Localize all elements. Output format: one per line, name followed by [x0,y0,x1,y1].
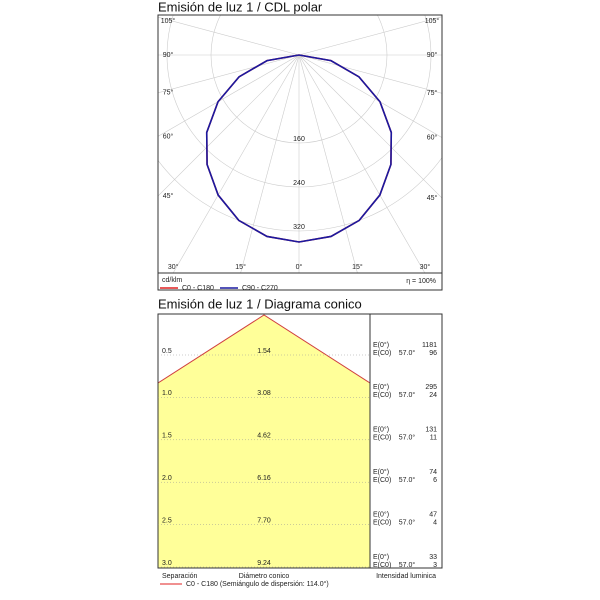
grid-ray [298,54,442,94]
intensity-label: Intensidad luminica [376,573,436,580]
diameter-label: Diámetro conico [239,573,290,580]
r-tick-label: 320 [293,224,305,231]
angle-tick-label: 45° [427,194,438,202]
angle-tick-label: 30° [420,263,431,271]
grid-ray [158,54,300,137]
angle-tick-label: 75° [163,89,174,97]
e-label: E(0°) [373,510,389,518]
grid-ray [172,54,300,273]
efficiency: η = 100% [406,278,436,285]
e-label: E(C0) [373,562,391,569]
beam-angle: 57.0° [399,349,416,357]
grid-ray [158,54,300,197]
beam-angle: 57.0° [399,434,416,442]
polar-grid [158,15,442,273]
diameter: 1.54 [257,348,271,355]
e-label: E(0°) [373,426,389,434]
cone-edge [157,314,371,384]
angle-tick-label: 75° [427,89,438,97]
separation: 1.5 [162,433,172,440]
grid-ray [298,54,358,273]
grid-ray [158,54,300,94]
separation: 1.0 [162,390,172,397]
ec0-value: 11 [430,435,437,442]
polar-title: Emisión de luz 1 / CDL polar [158,0,323,14]
e-label: E(0°) [373,383,389,391]
ec0-value: 24 [429,392,437,399]
unit-label: cd/klm [162,277,182,284]
angle-tick-label: 90° [427,51,438,59]
angle-tick-label: 30° [168,263,179,271]
e0-value: 33 [429,554,437,561]
cone-title: Emisión de luz 1 / Diagrama conico [158,296,362,311]
cone-legend: C0 - C180 (Semiángulo de dispersión: 114… [186,580,329,588]
separation: 2.5 [162,517,172,524]
ec0-value: 3 [433,562,437,569]
e-label: E(0°) [373,553,389,561]
e-label: E(C0) [373,477,391,484]
angle-tick-label: 15° [352,263,363,271]
polar-frame [157,14,443,291]
angle-tick-label: 105° [161,17,176,25]
separation: 0.5 [162,348,172,355]
e0-value: 47 [429,511,437,518]
cone-area [158,315,370,568]
grid-ray [298,16,442,56]
diameter: 9.24 [257,560,271,567]
r-tick-label: 240 [293,180,305,187]
e-label: E(0°) [373,468,389,476]
e0-value: 295 [425,384,437,391]
e-label: E(C0) [373,350,391,357]
r-tick-label: 160 [293,136,305,143]
legend-label: C90 - C270 [242,285,278,292]
cone-frame [157,313,443,569]
diameter: 3.08 [257,390,271,397]
ec0-value: 96 [429,350,437,357]
grid-ray [298,54,442,199]
beam-angle: 57.0° [399,476,416,484]
e-label: E(C0) [373,435,391,442]
grid-ray [240,54,300,273]
e0-value: 131 [425,427,437,434]
angle-tick-label: 60° [163,132,174,140]
beam-angle: 57.0° [399,561,416,569]
diameter: 7.70 [257,517,271,524]
e0-value: 1181 [422,342,437,349]
beam-angle: 57.0° [399,518,416,526]
ec0-value: 6 [433,477,437,484]
beam-angle: 57.0° [399,391,416,399]
e-label: E(0°) [373,341,389,349]
grid-ray [158,16,300,56]
ec0-value: 4 [433,519,437,526]
separation: 2.0 [162,475,172,482]
angle-tick-label: 0° [296,263,303,271]
separation: 3.0 [162,560,172,567]
grid-ray [298,54,442,138]
angle-tick-label: 15° [235,263,246,271]
angle-tick-label: 90° [163,51,174,59]
angle-tick-label: 105° [425,17,440,25]
diameter: 4.62 [257,433,271,440]
e0-value: 74 [429,469,437,476]
e-label: E(C0) [373,519,391,526]
polar-line [205,54,393,243]
diameter: 6.16 [257,475,271,482]
e-label: E(C0) [373,392,391,399]
grid-ray [298,54,426,273]
angle-tick-label: 45° [163,192,174,200]
separation-label: Separación [162,573,198,580]
angle-tick-label: 60° [427,133,438,141]
legend-label: C0 - C180 [182,285,214,292]
